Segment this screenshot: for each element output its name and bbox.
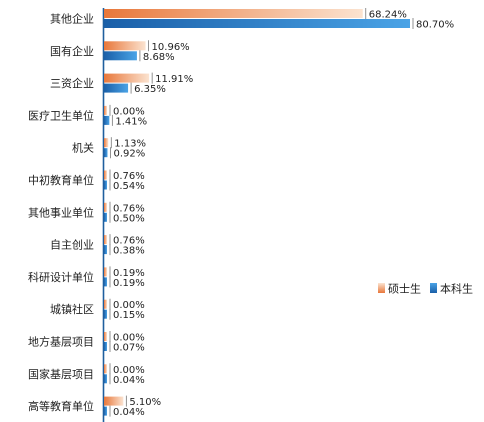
- value-label-master: 68.24%: [369, 10, 407, 21]
- bar-bachelor: [104, 180, 107, 190]
- category-label: 其他事业单位: [28, 205, 94, 219]
- bar-master: [104, 364, 107, 374]
- category-label: 三资企业: [50, 76, 94, 90]
- legend-swatch-master: [378, 283, 385, 293]
- value-label-master: 0.00%: [113, 300, 145, 311]
- category-label: 国有企业: [50, 44, 94, 58]
- bar-master: [104, 9, 363, 18]
- value-label-bachelor: 0.50%: [113, 213, 145, 224]
- category-label: 机关: [72, 141, 94, 155]
- value-label-master: 0.00%: [113, 333, 145, 344]
- value-label-master: 0.19%: [113, 268, 145, 279]
- value-label-bachelor: 0.54%: [113, 181, 145, 192]
- value-label-bachelor: 0.38%: [113, 246, 145, 257]
- value-label-master: 0.76%: [113, 203, 145, 214]
- bar-bachelor: [104, 309, 107, 319]
- value-label-master: 11.91%: [155, 74, 193, 85]
- bar-master: [104, 73, 150, 83]
- value-label-bachelor: 1.41%: [115, 116, 147, 127]
- bar-master: [104, 235, 107, 245]
- bar-master: [104, 170, 107, 180]
- category-label: 其他企业: [50, 12, 94, 26]
- bar-bachelor: [104, 342, 107, 351]
- bar-bachelor: [104, 115, 110, 125]
- value-label-master: 10.96%: [152, 42, 190, 53]
- value-label-master: 1.13%: [114, 139, 146, 150]
- value-labels: 68.24%80.70%10.96%8.68%11.91%6.35%0.00%1…: [109, 8, 454, 418]
- bar-master: [104, 105, 107, 115]
- bar-master: [104, 267, 107, 277]
- category-label: 科研设计单位: [28, 270, 94, 284]
- bar-bachelor: [104, 83, 129, 93]
- legend-label-master: 硕士生: [388, 282, 421, 296]
- value-label-bachelor: 0.19%: [113, 278, 145, 289]
- value-label-bachelor: 0.92%: [113, 149, 145, 160]
- value-label-bachelor: 8.68%: [143, 52, 175, 63]
- bar-master: [104, 138, 109, 148]
- value-label-bachelor: 0.04%: [113, 375, 145, 386]
- legend-label-bachelor: 本科生: [440, 282, 473, 296]
- value-label-bachelor: 80.70%: [416, 20, 454, 31]
- category-label: 医疗卫生单位: [28, 108, 94, 122]
- bar-bachelor: [104, 277, 107, 287]
- bar-master: [104, 41, 146, 51]
- bars-group: [104, 9, 410, 416]
- bar-bachelor: [104, 374, 107, 384]
- bar-bachelor: [104, 19, 410, 28]
- category-label: 城镇社区: [50, 302, 94, 316]
- category-label: 地方基层项目: [28, 335, 94, 349]
- bar-master: [104, 396, 124, 406]
- bar-bachelor: [104, 51, 137, 61]
- value-label-master: 0.76%: [113, 236, 145, 247]
- value-label-bachelor: 0.04%: [113, 407, 145, 418]
- bar-bachelor: [104, 212, 107, 222]
- value-label-master: 0.00%: [113, 106, 145, 117]
- category-label: 国家基层项目: [28, 367, 94, 381]
- category-labels: 其他企业国有企业三资企业医疗卫生单位机关中初教育单位其他事业单位自主创业科研设计…: [28, 12, 94, 414]
- bar-bachelor: [104, 406, 107, 416]
- bar-master: [104, 299, 107, 309]
- value-label-bachelor: 0.07%: [113, 343, 145, 354]
- legend-swatch-bachelor: [430, 283, 437, 293]
- value-label-bachelor: 0.15%: [113, 310, 145, 321]
- value-label-bachelor: 6.35%: [134, 84, 166, 95]
- bar-master: [104, 332, 107, 341]
- value-label-master: 0.00%: [113, 365, 145, 376]
- value-label-master: 0.76%: [113, 171, 145, 182]
- category-label: 自主创业: [50, 239, 94, 252]
- legend: 硕士生 本科生: [378, 282, 473, 296]
- bar-bachelor: [104, 245, 107, 255]
- value-label-master: 5.10%: [129, 397, 161, 408]
- bar-bachelor: [104, 148, 108, 158]
- bar-master: [104, 202, 107, 212]
- category-label: 中初教育单位: [28, 173, 94, 187]
- category-label: 高等教育单位: [28, 399, 94, 413]
